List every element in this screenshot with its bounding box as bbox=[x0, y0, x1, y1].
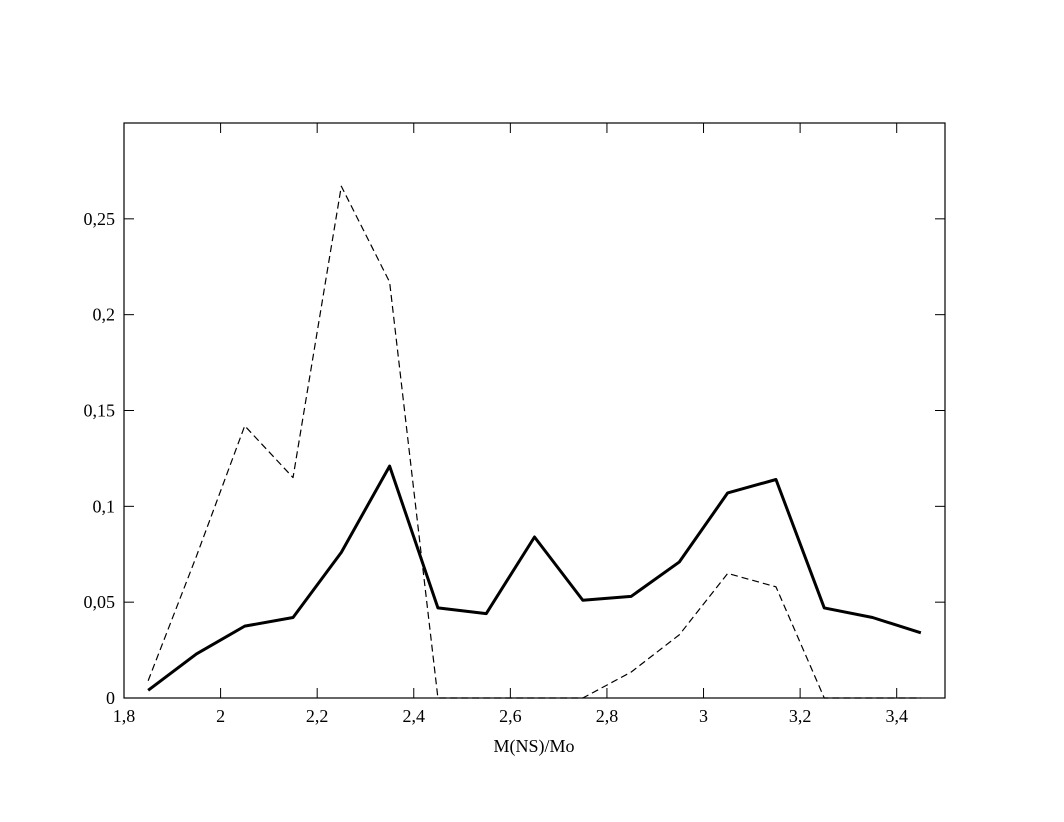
x-tick-label: 3,2 bbox=[789, 706, 812, 726]
data-line bbox=[147, 185, 921, 699]
y-tick-label: 0 bbox=[106, 688, 115, 708]
x-tick-label: 2 bbox=[216, 706, 225, 726]
y-tick-label: 0,25 bbox=[84, 209, 116, 229]
x-tick-label: 2,2 bbox=[306, 706, 329, 726]
data-line bbox=[147, 464, 922, 692]
y-tick-label: 0,05 bbox=[84, 592, 116, 612]
x-axis-label: M(NS)/Mo bbox=[493, 736, 574, 757]
plot-frame bbox=[123, 122, 946, 699]
y-tick-label: 0,1 bbox=[93, 496, 116, 516]
y-tick-label: 0,15 bbox=[84, 401, 116, 421]
x-tick-label: 2,8 bbox=[596, 706, 619, 726]
x-tick-label: 3 bbox=[699, 706, 708, 726]
x-tick-label: 2,4 bbox=[403, 706, 426, 726]
x-tick-label: 3,4 bbox=[885, 706, 908, 726]
y-tick-label: 0,2 bbox=[93, 305, 116, 325]
x-tick-label: 1,8 bbox=[113, 706, 136, 726]
x-tick-label: 2,6 bbox=[499, 706, 522, 726]
